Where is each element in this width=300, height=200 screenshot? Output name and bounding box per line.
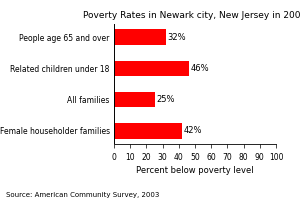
Text: Source: American Community Survey, 2003: Source: American Community Survey, 2003 (6, 192, 159, 198)
Text: 46%: 46% (190, 64, 209, 73)
Title: Poverty Rates in Newark city, New Jersey in 2003: Poverty Rates in Newark city, New Jersey… (83, 11, 300, 20)
X-axis label: Percent below poverty level: Percent below poverty level (136, 166, 254, 175)
Bar (114, 92, 154, 107)
Text: 25%: 25% (156, 95, 175, 104)
Bar (114, 61, 188, 76)
Bar (114, 123, 182, 139)
Bar (114, 29, 166, 45)
Text: 42%: 42% (184, 126, 203, 135)
Text: 32%: 32% (168, 33, 186, 42)
